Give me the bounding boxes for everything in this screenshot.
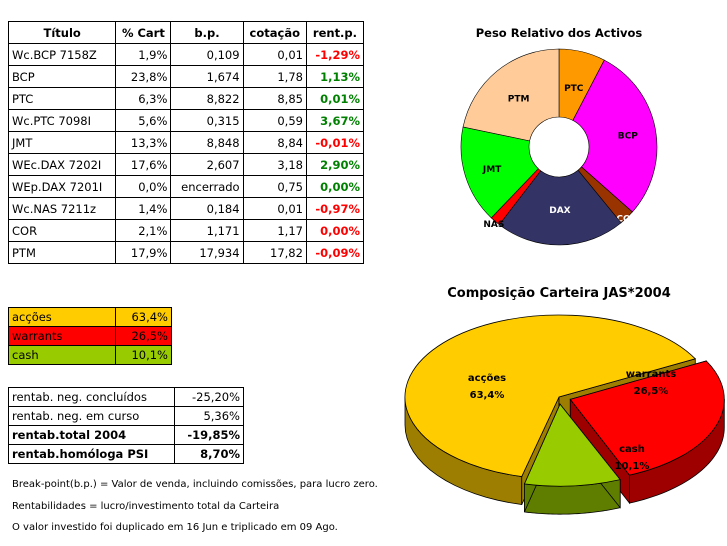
pie3d-label-warrants: warrants — [626, 369, 676, 380]
cell-bp: 1,171 — [170, 219, 244, 242]
donut-label-cor: COR — [616, 215, 637, 225]
holdings-row: Wc.PTC 7098I 5,6% 0,315 0,59 3,67% — [7, 109, 365, 132]
holdings-row: Wc.BCP 7158Z 1,9% 0,109 0,01 -1,29% — [7, 43, 365, 66]
cell-rent: 0,00% — [305, 175, 365, 198]
pie3d-chart-title: Composição Carteira JAS*2004 — [447, 286, 671, 301]
col-header-rent: rent.p. — [305, 21, 365, 44]
note-rentabilidades: Rentabilidades = lucro/investimento tota… — [12, 501, 280, 512]
pie3d-slice-cash — [523, 403, 621, 487]
performance-value: -19,85% — [173, 425, 245, 445]
holdings-row: WEp.DAX 7201I 0,0% encerrado 0,75 0,00% — [7, 175, 365, 198]
cell-bp: 8,822 — [170, 87, 244, 110]
cell-bp: 17,934 — [170, 241, 244, 264]
donut-label-jmt: JMT — [482, 165, 502, 175]
performance-row: rentab. neg. concluídos -25,20% — [8, 387, 245, 407]
cell-rent: 1,13% — [305, 65, 365, 88]
note-investido: O valor investido foi duplicado em 16 Ju… — [12, 522, 338, 533]
cell-cart: 17,6% — [115, 153, 172, 176]
cell-cotacao: 0,75 — [242, 175, 307, 198]
cell-titulo: PTM — [7, 241, 117, 264]
performance-value: 8,70% — [173, 444, 245, 464]
cell-titulo: Wc.BCP 7158Z — [7, 43, 117, 66]
cell-rent: -0,01% — [305, 131, 365, 154]
cell-rent: 2,90% — [305, 153, 365, 176]
cell-cotacao: 3,18 — [242, 153, 307, 176]
holdings-table: Título % Cart b.p. cotação rent.p. Wc.BC… — [7, 21, 365, 264]
holdings-header-row: Título % Cart b.p. cotação rent.p. — [7, 21, 365, 44]
allocation-value: 63,4% — [115, 307, 172, 327]
allocation-value: 26,5% — [115, 326, 172, 346]
allocation-row: warrants 26,5% — [8, 326, 172, 346]
donut-label-dax: DAX — [549, 206, 570, 216]
donut-slice-bcp — [572, 59, 658, 213]
allocation-row: acções 63,4% — [8, 307, 172, 327]
donut-slice-ptm — [462, 48, 560, 142]
performance-row: rentab.homóloga PSI 8,70% — [8, 444, 245, 464]
performance-table: rentab. neg. concluídos -25,20% rentab. ne… — [8, 387, 245, 464]
pie3d-value-cash: 10,1% — [615, 461, 650, 472]
donut-slice-dax — [498, 169, 622, 246]
allocation-row: cash 10,1% — [8, 345, 172, 365]
cell-titulo: WEp.DAX 7201I — [7, 175, 117, 198]
holdings-row: COR 2,1% 1,171 1,17 0,00% — [7, 219, 365, 242]
cell-cotacao: 1,17 — [242, 219, 307, 242]
cell-rent: 0,01% — [305, 87, 365, 110]
holdings-row: PTM 17,9% 17,934 17,82 -0,09% — [7, 241, 365, 264]
donut-chart-title: Peso Relativo dos Activos — [476, 26, 643, 40]
cell-rent: 3,67% — [305, 109, 365, 132]
donut-label-bcp: BCP — [618, 131, 638, 141]
cell-rent: -0,09% — [305, 241, 365, 264]
cell-cart: 13,3% — [115, 131, 172, 154]
cell-cotacao: 17,82 — [242, 241, 307, 264]
donut-slice-jmt — [460, 126, 539, 219]
pie3d-label-cash: cash — [619, 444, 645, 455]
pie3d-chart: acções 63,4% warrants 26,5% cash 10,1% — [404, 314, 725, 515]
donut-chart: PTC BCP COR DAX NAS JMT PTM — [460, 48, 658, 246]
allocation-value: 10,1% — [115, 345, 172, 365]
cell-titulo: Wc.PTC 7098I — [7, 109, 117, 132]
cell-bp: 1,674 — [170, 65, 244, 88]
holdings-row: PTC 6,3% 8,822 8,85 0,01% — [7, 87, 365, 110]
pie3d-value-acções: 63,4% — [470, 390, 505, 401]
pie3d-value-warrants: 26,5% — [634, 386, 669, 397]
cell-rent: -1,29% — [305, 43, 365, 66]
cell-bp: encerrado — [170, 175, 244, 198]
cell-bp: 2,607 — [170, 153, 244, 176]
cell-titulo: PTC — [7, 87, 117, 110]
cell-cart: 5,6% — [115, 109, 172, 132]
cell-cotacao: 0,01 — [242, 43, 307, 66]
donut-label-nas: NAS — [483, 220, 504, 230]
allocation-table: acções 63,4% warrants 26,5% cash 10,1% — [8, 307, 172, 365]
note-breakpoint: Break-point(b.p.) = Valor de venda, incl… — [12, 479, 378, 490]
performance-value: -25,20% — [173, 387, 245, 407]
cell-cart: 6,3% — [115, 87, 172, 110]
donut-label-ptc: PTC — [564, 84, 584, 94]
cell-cart: 17,9% — [115, 241, 172, 264]
donut-label-ptm: PTM — [508, 94, 530, 104]
pie3d-slice-acções — [404, 314, 697, 477]
pie3d-slice-warrants — [569, 360, 725, 476]
holdings-row: BCP 23,8% 1,674 1,78 1,13% — [7, 65, 365, 88]
pie3d-label-acções: acções — [468, 373, 506, 384]
cell-cotacao: 1,78 — [242, 65, 307, 88]
cell-titulo: COR — [7, 219, 117, 242]
